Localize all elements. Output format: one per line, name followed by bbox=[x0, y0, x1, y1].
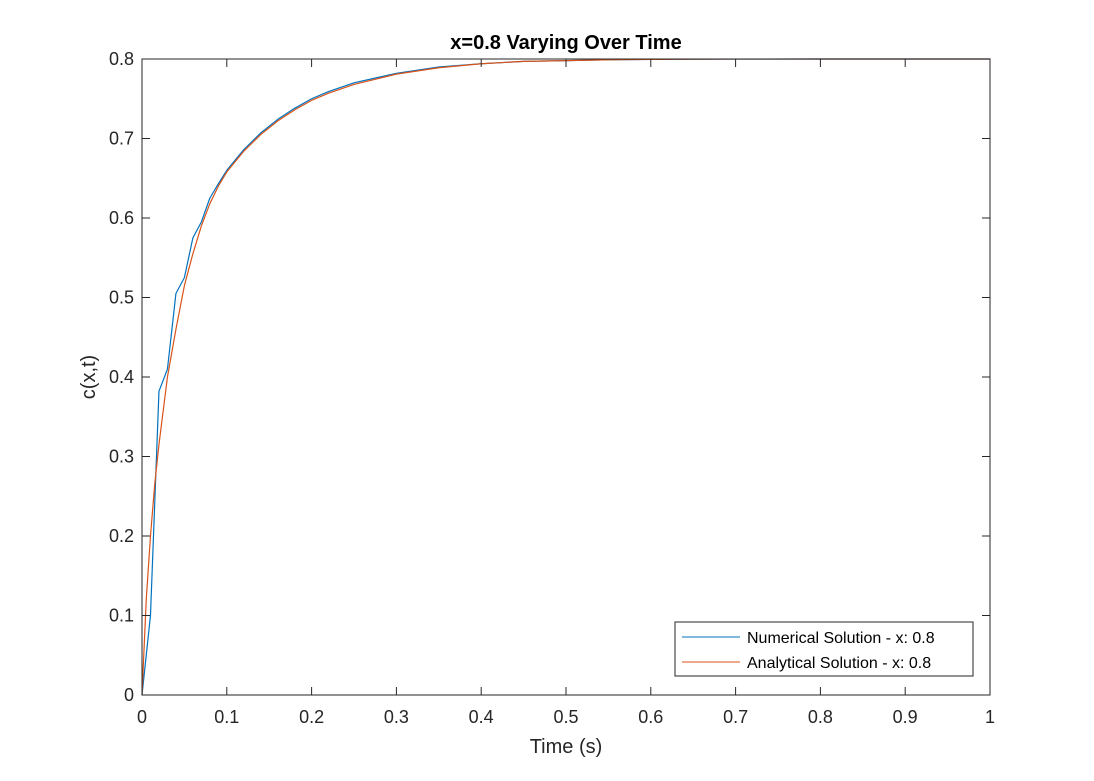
x-tick-label: 0.2 bbox=[299, 707, 324, 727]
chart-title: x=0.8 Varying Over Time bbox=[450, 32, 681, 54]
y-axis-label: c(x,t) bbox=[78, 355, 100, 399]
y-tick-label: 0.1 bbox=[109, 606, 134, 626]
y-tick-label: 0.4 bbox=[109, 367, 134, 387]
x-axis-label: Time (s) bbox=[530, 736, 603, 758]
y-tick-label: 0.8 bbox=[109, 49, 134, 69]
x-tick-label: 0.7 bbox=[723, 707, 748, 727]
x-tick-label: 0.9 bbox=[893, 707, 918, 727]
x-tick-label: 0.1 bbox=[214, 707, 239, 727]
x-tick-label: 0.3 bbox=[384, 707, 409, 727]
x-tick-label: 0.6 bbox=[638, 707, 663, 727]
legend-box bbox=[674, 621, 974, 677]
legend-label-numerical: Numerical Solution - x: 0.8 bbox=[747, 630, 935, 647]
y-tick-label: 0.2 bbox=[109, 526, 134, 546]
y-tick-label: 0 bbox=[124, 685, 134, 705]
y-tick-label: 0.5 bbox=[109, 288, 134, 308]
x-tick-label: 1 bbox=[985, 707, 995, 727]
x-tick-label: 0.4 bbox=[469, 707, 494, 727]
x-tick-label: 0.5 bbox=[553, 707, 578, 727]
legend-label-analytical: Analytical Solution - x: 0.8 bbox=[747, 655, 931, 672]
x-tick-label: 0.8 bbox=[808, 707, 833, 727]
ticks-layer: 0 0.1 0.2 0.3 0.4 0.5 0.6 0.7 0.8 0.9 1 0 0.1 0.2 0.3 0… bbox=[109, 49, 995, 727]
y-tick-label: 0.3 bbox=[109, 447, 134, 467]
y-tick-label: 0.7 bbox=[109, 129, 134, 149]
x-tick-label: 0 bbox=[137, 707, 147, 727]
y-tick-label: 0.6 bbox=[109, 208, 134, 228]
legend: Numerical Solution - x: 0.8 Analytical S… bbox=[674, 621, 974, 677]
